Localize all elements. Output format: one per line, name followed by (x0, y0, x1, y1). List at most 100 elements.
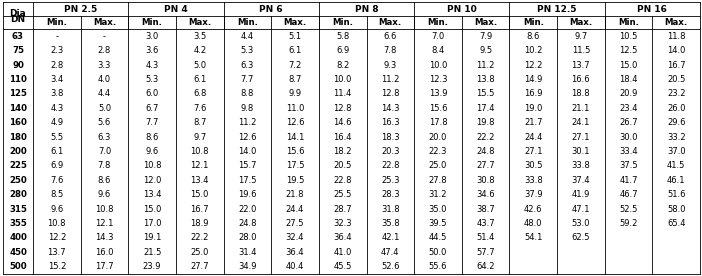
Text: 6.9: 6.9 (51, 161, 63, 170)
Text: PN 2.5: PN 2.5 (64, 4, 98, 14)
Text: 6.7: 6.7 (145, 104, 159, 113)
Text: 140: 140 (9, 104, 27, 113)
Text: 10.8: 10.8 (190, 147, 209, 156)
Text: 8.6: 8.6 (145, 132, 159, 142)
Text: 20.5: 20.5 (667, 75, 685, 84)
Text: 37.9: 37.9 (524, 190, 543, 199)
Text: 14.0: 14.0 (667, 46, 685, 55)
Text: 13.4: 13.4 (143, 190, 161, 199)
Text: 10.8: 10.8 (95, 205, 114, 214)
Text: 160: 160 (9, 118, 27, 127)
Text: 35.0: 35.0 (429, 205, 447, 214)
Text: 250: 250 (9, 176, 27, 185)
Text: 64.2: 64.2 (477, 262, 495, 271)
Text: 6.6: 6.6 (383, 32, 397, 41)
Text: 8.7: 8.7 (289, 75, 302, 84)
Text: 38.7: 38.7 (476, 205, 495, 214)
Text: 36.4: 36.4 (286, 248, 305, 257)
Text: 17.4: 17.4 (477, 104, 495, 113)
Text: 15.0: 15.0 (619, 60, 637, 70)
Text: 33.4: 33.4 (619, 147, 638, 156)
Text: 14.0: 14.0 (238, 147, 256, 156)
Text: PN 8: PN 8 (355, 4, 378, 14)
Text: 13.4: 13.4 (190, 176, 209, 185)
Text: 7.0: 7.0 (431, 32, 444, 41)
Text: 21.5: 21.5 (143, 248, 161, 257)
Text: 500: 500 (9, 262, 27, 271)
Text: PN 12.5: PN 12.5 (537, 4, 577, 14)
Text: 11.0: 11.0 (286, 104, 304, 113)
Text: 10.0: 10.0 (429, 60, 447, 70)
Text: 18.9: 18.9 (190, 219, 209, 228)
Text: 25.3: 25.3 (381, 176, 399, 185)
Text: 34.6: 34.6 (476, 190, 495, 199)
Text: 8.5: 8.5 (51, 190, 63, 199)
Text: 41.9: 41.9 (571, 190, 590, 199)
Text: 16.9: 16.9 (524, 89, 543, 98)
Text: 42.1: 42.1 (381, 233, 399, 243)
Text: 28.3: 28.3 (381, 190, 399, 199)
Text: 37.5: 37.5 (619, 161, 638, 170)
Text: 315: 315 (9, 205, 27, 214)
Text: 57.7: 57.7 (476, 248, 495, 257)
Text: 15.6: 15.6 (429, 104, 447, 113)
Text: 11.5: 11.5 (571, 46, 590, 55)
Text: 8.8: 8.8 (241, 89, 254, 98)
Text: 3.8: 3.8 (50, 89, 63, 98)
Text: 8.2: 8.2 (336, 60, 350, 70)
Text: 7.2: 7.2 (289, 60, 302, 70)
Text: 32.4: 32.4 (286, 233, 304, 243)
Text: 90: 90 (12, 60, 24, 70)
Text: 7.7: 7.7 (241, 75, 254, 84)
Text: 45.5: 45.5 (333, 262, 352, 271)
Text: 9.7: 9.7 (574, 32, 588, 41)
Text: Min.: Min. (428, 18, 449, 27)
Text: 23.9: 23.9 (143, 262, 161, 271)
Text: 75: 75 (12, 46, 24, 55)
Text: 47.4: 47.4 (381, 248, 399, 257)
Text: 9.6: 9.6 (145, 147, 159, 156)
Text: 48.0: 48.0 (524, 219, 543, 228)
Text: 59.2: 59.2 (619, 219, 637, 228)
Text: 46.7: 46.7 (619, 190, 638, 199)
Text: 12.1: 12.1 (95, 219, 114, 228)
Text: 4.2: 4.2 (193, 46, 206, 55)
Text: 3.5: 3.5 (193, 32, 206, 41)
Text: 10.0: 10.0 (333, 75, 352, 84)
Text: 8.4: 8.4 (431, 46, 444, 55)
Text: 5.8: 5.8 (336, 32, 350, 41)
Text: 10.5: 10.5 (619, 32, 637, 41)
Text: 55.6: 55.6 (429, 262, 447, 271)
Text: DN: DN (11, 15, 25, 23)
Text: 25.0: 25.0 (190, 248, 209, 257)
Text: 15.0: 15.0 (190, 190, 209, 199)
Text: 24.4: 24.4 (286, 205, 304, 214)
Text: 17.7: 17.7 (95, 262, 114, 271)
Text: 4.0: 4.0 (98, 75, 111, 84)
Text: 41.5: 41.5 (667, 161, 685, 170)
Text: 5.3: 5.3 (145, 75, 159, 84)
Text: 4.4: 4.4 (241, 32, 254, 41)
Text: 9.8: 9.8 (241, 104, 254, 113)
Text: 7.8: 7.8 (98, 161, 111, 170)
Text: Max.: Max. (188, 18, 211, 27)
Text: 30.0: 30.0 (619, 132, 638, 142)
Text: 5.1: 5.1 (289, 32, 302, 41)
Text: 280: 280 (9, 190, 27, 199)
Text: 21.1: 21.1 (571, 104, 590, 113)
Text: 15.5: 15.5 (477, 89, 495, 98)
Text: 30.5: 30.5 (524, 161, 543, 170)
Text: -: - (55, 32, 58, 41)
Text: 33.8: 33.8 (524, 176, 543, 185)
Text: 34.9: 34.9 (238, 262, 257, 271)
Text: 21.7: 21.7 (524, 118, 543, 127)
Text: 17.5: 17.5 (286, 161, 304, 170)
Text: 22.2: 22.2 (190, 233, 209, 243)
Text: Min.: Min. (332, 18, 353, 27)
Text: 16.7: 16.7 (667, 60, 685, 70)
Text: 13.9: 13.9 (429, 89, 447, 98)
Text: Max.: Max. (569, 18, 592, 27)
Text: 9.9: 9.9 (289, 89, 302, 98)
Text: 18.8: 18.8 (571, 89, 590, 98)
Text: 18.2: 18.2 (333, 147, 352, 156)
